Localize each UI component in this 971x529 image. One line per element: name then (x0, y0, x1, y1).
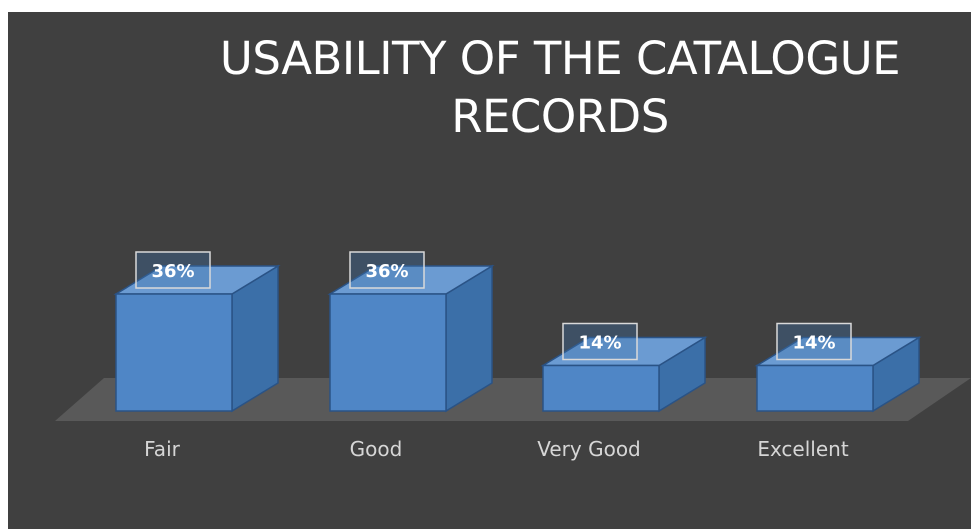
bar-excellent: 14% Excellent (754, 322, 922, 461)
category-label: Very Good (537, 437, 641, 461)
data-label: 36% (365, 261, 408, 282)
category-label: Fair (144, 437, 180, 461)
chart-floor (55, 378, 971, 421)
data-label-box (562, 322, 638, 361)
data-label-box (135, 251, 211, 289)
data-label: 14% (792, 333, 835, 354)
data-label-box (776, 322, 852, 361)
category-label: Excellent (757, 437, 849, 461)
bar-front-face (115, 293, 233, 412)
bar-good: 36% Good (327, 251, 495, 461)
data-label: 14% (578, 333, 621, 354)
category-label: Good (350, 437, 403, 461)
bar-very-good: 14% Very Good (537, 322, 708, 461)
bar-front-face (756, 364, 874, 412)
chart-title: USABILITY OF THE CATALOGUE RECORDS (219, 32, 901, 143)
bars-group: 36% Fair 36% Good 14% Very Good 14% Excellent (113, 251, 922, 461)
bar-front-face (542, 364, 660, 412)
bar-fair: 36% Fair (113, 251, 281, 461)
data-label-box (349, 251, 425, 289)
data-label: 36% (151, 261, 194, 282)
bar-front-face (329, 293, 447, 412)
